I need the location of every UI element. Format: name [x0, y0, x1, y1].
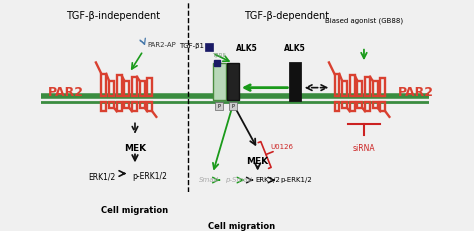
- Bar: [101, 75, 106, 96]
- Text: TGF-β-dependent: TGF-β-dependent: [244, 11, 329, 21]
- Bar: [357, 82, 362, 96]
- Bar: [109, 102, 114, 108]
- Bar: [109, 82, 114, 96]
- Text: MEK: MEK: [124, 144, 146, 153]
- Bar: [101, 102, 106, 112]
- Bar: [147, 102, 152, 112]
- Bar: [365, 77, 370, 96]
- Text: TGF-β1: TGF-β1: [180, 43, 204, 49]
- Bar: [373, 82, 378, 96]
- Text: TGF-β-independent: TGF-β-independent: [66, 11, 160, 21]
- Bar: [357, 102, 362, 108]
- Bar: [228, 64, 239, 100]
- Text: p-ERK1/2: p-ERK1/2: [281, 176, 312, 182]
- Bar: [291, 64, 300, 100]
- Text: ERK1/2: ERK1/2: [89, 171, 116, 180]
- Text: Cell migration: Cell migration: [208, 221, 275, 230]
- Bar: [335, 102, 339, 112]
- Bar: [342, 102, 347, 108]
- Bar: [117, 102, 122, 112]
- Bar: [380, 79, 385, 96]
- Bar: [132, 102, 137, 112]
- Text: U0126: U0126: [271, 144, 294, 150]
- Text: siRNA: siRNA: [353, 144, 375, 153]
- Bar: [365, 102, 370, 112]
- Text: PAR2: PAR2: [47, 86, 83, 99]
- Text: ALK5: ALK5: [237, 44, 258, 53]
- Text: P: P: [218, 104, 221, 109]
- Text: P: P: [232, 104, 235, 109]
- Bar: [124, 102, 129, 108]
- Bar: [229, 103, 237, 110]
- Bar: [350, 76, 355, 96]
- Bar: [140, 102, 145, 108]
- Text: MEK: MEK: [246, 156, 269, 165]
- Bar: [117, 76, 122, 96]
- Text: Cell migration: Cell migration: [101, 205, 169, 214]
- Bar: [380, 102, 385, 112]
- Text: Biased agonist (GB88): Biased agonist (GB88): [325, 17, 403, 24]
- Bar: [140, 82, 145, 96]
- Bar: [132, 77, 137, 96]
- Bar: [342, 82, 347, 96]
- Bar: [373, 102, 378, 108]
- Bar: [213, 64, 226, 100]
- Bar: [147, 79, 152, 96]
- Text: PAR2: PAR2: [398, 86, 434, 99]
- Text: ERK1/2: ERK1/2: [255, 176, 280, 182]
- Text: Smad: Smad: [199, 176, 219, 182]
- Text: p-ERK1/2: p-ERK1/2: [133, 171, 167, 180]
- Bar: [124, 82, 129, 96]
- Text: TβRII: TβRII: [212, 53, 226, 58]
- Bar: [335, 75, 339, 96]
- Text: p-Smad: p-Smad: [225, 176, 252, 182]
- Bar: [215, 103, 223, 110]
- Text: ALK5: ALK5: [284, 44, 306, 53]
- Text: PAR2-AP: PAR2-AP: [147, 42, 176, 48]
- Bar: [350, 102, 355, 112]
